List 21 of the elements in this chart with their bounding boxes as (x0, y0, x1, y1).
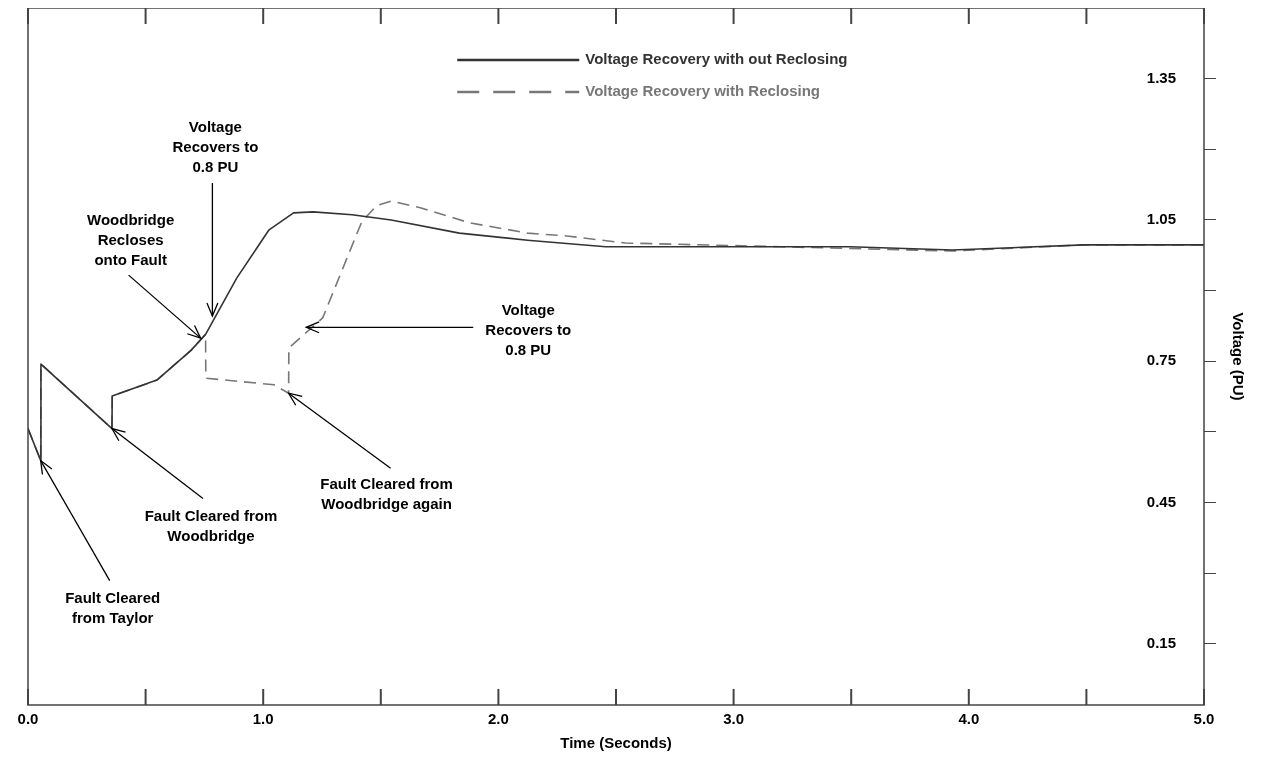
annotation: Fault Cleared from Taylor (65, 588, 161, 626)
annotation: Voltage Recovers to 0.8 PU (172, 118, 259, 176)
y-axis-title: Voltage (PU) (1229, 312, 1247, 401)
annotation: Fault Cleared from Woodbridge (144, 506, 278, 544)
x-tick-label: 5.0 (1193, 710, 1215, 728)
annotation: Voltage Recovers to 0.8 PU (485, 301, 572, 359)
x-tick-label: 3.0 (723, 710, 745, 728)
annotation: Fault Cleared from Woodbridge again (320, 475, 453, 513)
x-tick-label: 2.0 (487, 710, 509, 728)
y-tick-label: 0.75 (1146, 351, 1176, 369)
y-tick-label: 0.45 (1146, 492, 1176, 510)
y-tick-label: 1.05 (1146, 210, 1176, 228)
text: Voltage Recovery with Reclosing (585, 82, 821, 100)
annotation: Woodbridge Recloses onto Fault (87, 211, 175, 269)
y-tick-label: 0.15 (1146, 633, 1176, 651)
x-tick-label: 4.0 (958, 710, 980, 728)
y-tick-label: 1.35 (1146, 68, 1176, 86)
x-tick-label: 1.0 (252, 710, 274, 728)
x-axis-title: Time (Seconds) (560, 734, 672, 752)
x-tick-label: 0.0 (17, 710, 39, 728)
text: Voltage Recovery with out Reclosing (585, 50, 848, 68)
